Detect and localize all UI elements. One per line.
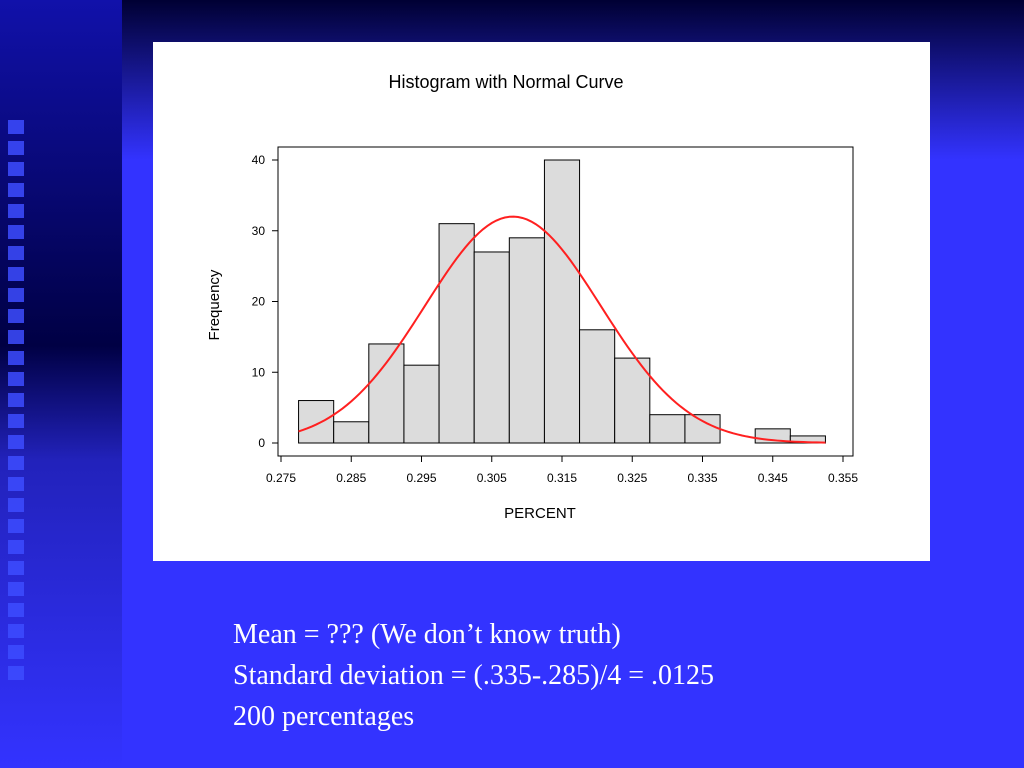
decor-square (8, 162, 24, 176)
decor-square (8, 225, 24, 239)
histogram-bar (368, 343, 405, 444)
y-axis-label: Frequency (206, 269, 223, 340)
x-tick-label: 0.345 (758, 471, 788, 485)
decor-square (8, 498, 24, 512)
decor-square (8, 477, 24, 491)
decor-square (8, 309, 24, 323)
decor-square (8, 120, 24, 134)
decor-square (8, 582, 24, 596)
decor-square (8, 603, 24, 617)
histogram-bar (543, 159, 581, 444)
decor-square (8, 624, 24, 638)
decor-square (8, 393, 24, 407)
y-tick-label: 40 (252, 153, 266, 167)
decor-square (8, 351, 24, 365)
x-tick-label: 0.355 (828, 471, 858, 485)
histogram-bar (403, 364, 440, 444)
y-tick-label: 30 (252, 224, 266, 238)
decor-square (8, 330, 24, 344)
histogram-chart: Histogram with Normal Curve Frequency PE… (206, 72, 858, 522)
decor-square (8, 645, 24, 659)
notes-line-sd: Standard deviation = (.335-.285)/4 = .01… (233, 660, 715, 691)
decor-square (8, 267, 24, 281)
histogram-bar (298, 400, 335, 444)
histogram-bar (473, 251, 510, 444)
histogram-bar (333, 421, 370, 444)
x-tick-label: 0.335 (687, 471, 717, 485)
y-tick-label: 20 (252, 295, 266, 309)
notes-text: Mean = ??? (We don’t know truth) Standar… (233, 614, 993, 737)
decor-square (8, 435, 24, 449)
histogram-bar (438, 223, 475, 444)
decor-square (8, 456, 24, 470)
decor-square (8, 141, 24, 155)
histogram-bar (649, 414, 686, 444)
decor-square (8, 540, 24, 554)
decor-square (8, 183, 24, 197)
decor-square (8, 519, 24, 533)
histogram-bar (579, 329, 616, 444)
decor-square (8, 246, 24, 260)
histogram-bar (508, 237, 545, 444)
decor-square (8, 372, 24, 386)
normal-curve (298, 215, 826, 444)
histogram-bar (614, 357, 651, 444)
decor-square (8, 561, 24, 575)
x-tick-label: 0.315 (547, 471, 577, 485)
decor-square (8, 288, 24, 302)
y-tick-label: 10 (252, 365, 266, 379)
decor-square (8, 204, 24, 218)
x-tick-label: 0.305 (477, 471, 507, 485)
x-axis-label: PERCENT (504, 505, 576, 522)
chart-title: Histogram with Normal Curve (388, 72, 623, 92)
decor-square (8, 414, 24, 428)
notes-line-count: 200 percentages (233, 701, 415, 732)
x-tick-label: 0.325 (617, 471, 647, 485)
x-tick-label: 0.285 (336, 471, 366, 485)
histogram-bar (684, 414, 721, 444)
x-tick-label: 0.275 (266, 471, 296, 485)
chart-panel: Histogram with Normal Curve Frequency PE… (153, 42, 930, 561)
notes-line-mean: Mean = ??? (We don’t know truth) (233, 619, 621, 650)
decor-square (8, 666, 24, 680)
y-tick-label: 0 (258, 436, 265, 450)
x-tick-label: 0.295 (406, 471, 436, 485)
